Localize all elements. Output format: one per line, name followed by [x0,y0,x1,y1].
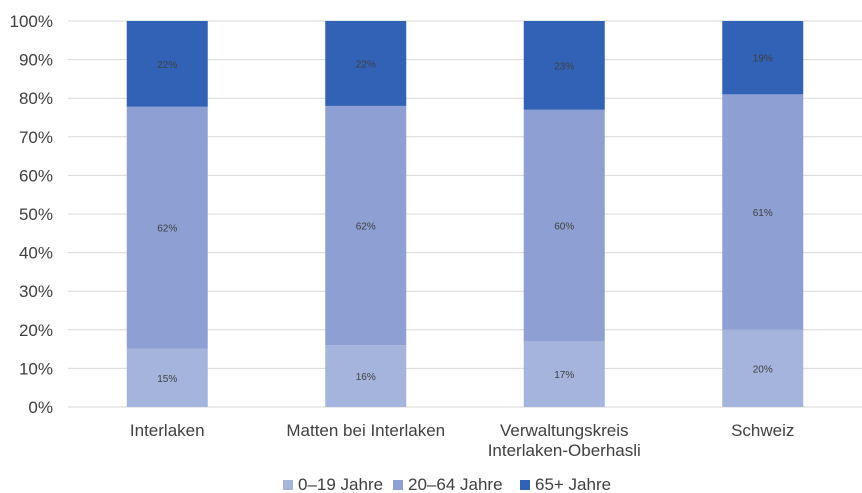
data-label: 62% [157,224,177,235]
x-axis-categories: Interlaken Matten bei Interlaken Verwaltun… [130,421,794,460]
legend-swatch [520,480,530,490]
y-tick-label: 30% [19,282,53,301]
data-label: 22% [356,59,376,70]
bar-segment [523,341,605,407]
legend-swatch [283,480,293,490]
data-label: 62% [356,222,376,233]
bar-segment [325,345,407,407]
data-label: 20% [753,364,773,375]
bar-segment [126,21,208,107]
y-tick-label: 20% [19,321,53,340]
data-label: 60% [554,222,574,233]
bar-segment [722,329,804,407]
bar-segment [523,109,605,342]
bars [126,21,804,407]
bar-segment [126,348,208,407]
legend-label: 20–64 Jahre [408,475,503,493]
bar-segment [722,94,804,330]
y-tick-label: 10% [19,359,53,378]
data-label: 22% [157,60,177,71]
y-tick-label: 90% [19,51,53,70]
data-label: 23% [554,61,574,72]
x-category-label: Verwaltungskreis [500,421,629,440]
y-tick-label: 0% [28,398,53,417]
y-tick-label: 70% [19,128,53,147]
bar-segment [126,106,208,349]
data-labels: 15% 62% 22% 16% 62% 22% 17% 60% 23% 20% 61% 19% [157,54,773,385]
y-axis-ticks: 0% 10% 20% 30% 40% 50% 60% 70% 80% 90% 100% [10,12,53,417]
data-label: 15% [157,374,177,385]
x-category-label: Matten bei Interlaken [286,421,445,440]
legend-swatch [393,480,403,490]
legend-label: 65+ Jahre [535,475,611,493]
y-tick-label: 100% [10,12,53,31]
data-label: 16% [356,372,376,383]
x-category-label: Interlaken-Oberhasli [488,441,641,460]
x-category-label: Interlaken [130,421,205,440]
bar-segment [722,21,804,95]
y-tick-label: 60% [19,166,53,185]
data-label: 17% [554,370,574,381]
y-tick-label: 50% [19,205,53,224]
y-tick-label: 80% [19,89,53,108]
bar-segment [325,21,407,106]
bar-segment [523,21,605,110]
y-tick-label: 40% [19,244,53,263]
data-label: 19% [753,54,773,65]
bar-segment [325,105,407,346]
legend: 0–19 Jahre 20–64 Jahre 65+ Jahre [283,475,611,493]
legend-label: 0–19 Jahre [298,475,383,493]
data-label: 61% [753,208,773,219]
x-category-label: Schweiz [731,421,794,440]
